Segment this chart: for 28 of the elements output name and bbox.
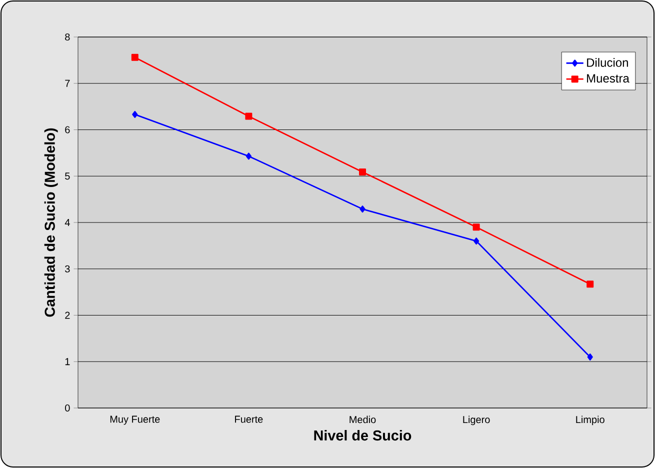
- y-tick-label: 0: [65, 404, 70, 412]
- point: [131, 54, 138, 61]
- y-axis-title: Cantidad de Sucio (Modelo): [44, 128, 58, 317]
- y-tick-label: 1: [65, 358, 70, 366]
- legend-label: Dilucion: [587, 58, 628, 67]
- y-tick-label: 6: [65, 126, 70, 134]
- point: [360, 206, 366, 213]
- x-tick-label: Fuerte: [235, 416, 263, 423]
- y-tick-label: 2: [65, 312, 70, 319]
- y-tick-label: 4: [64, 219, 70, 226]
- point: [359, 168, 366, 176]
- point: [245, 112, 252, 120]
- y-tick-label: 3: [65, 265, 70, 272]
- legend-label: Muestra: [587, 74, 630, 83]
- y-tick-label: 5: [65, 172, 70, 180]
- point: [474, 238, 480, 245]
- point: [587, 353, 593, 360]
- point: [586, 280, 594, 288]
- x-axis-title: Nivel de Sucio: [314, 430, 412, 441]
- y-tick-label: 8: [65, 33, 70, 41]
- point: [246, 152, 252, 160]
- x-tick-label: Ligero: [463, 416, 490, 426]
- point: [472, 224, 480, 231]
- y-tick-label: 7: [65, 80, 70, 87]
- point: [132, 110, 138, 118]
- x-tick-label: Muy Fuerte: [110, 416, 160, 425]
- x-tick-label: Medio: [350, 416, 376, 424]
- x-tick-label: Limpio: [576, 416, 604, 426]
